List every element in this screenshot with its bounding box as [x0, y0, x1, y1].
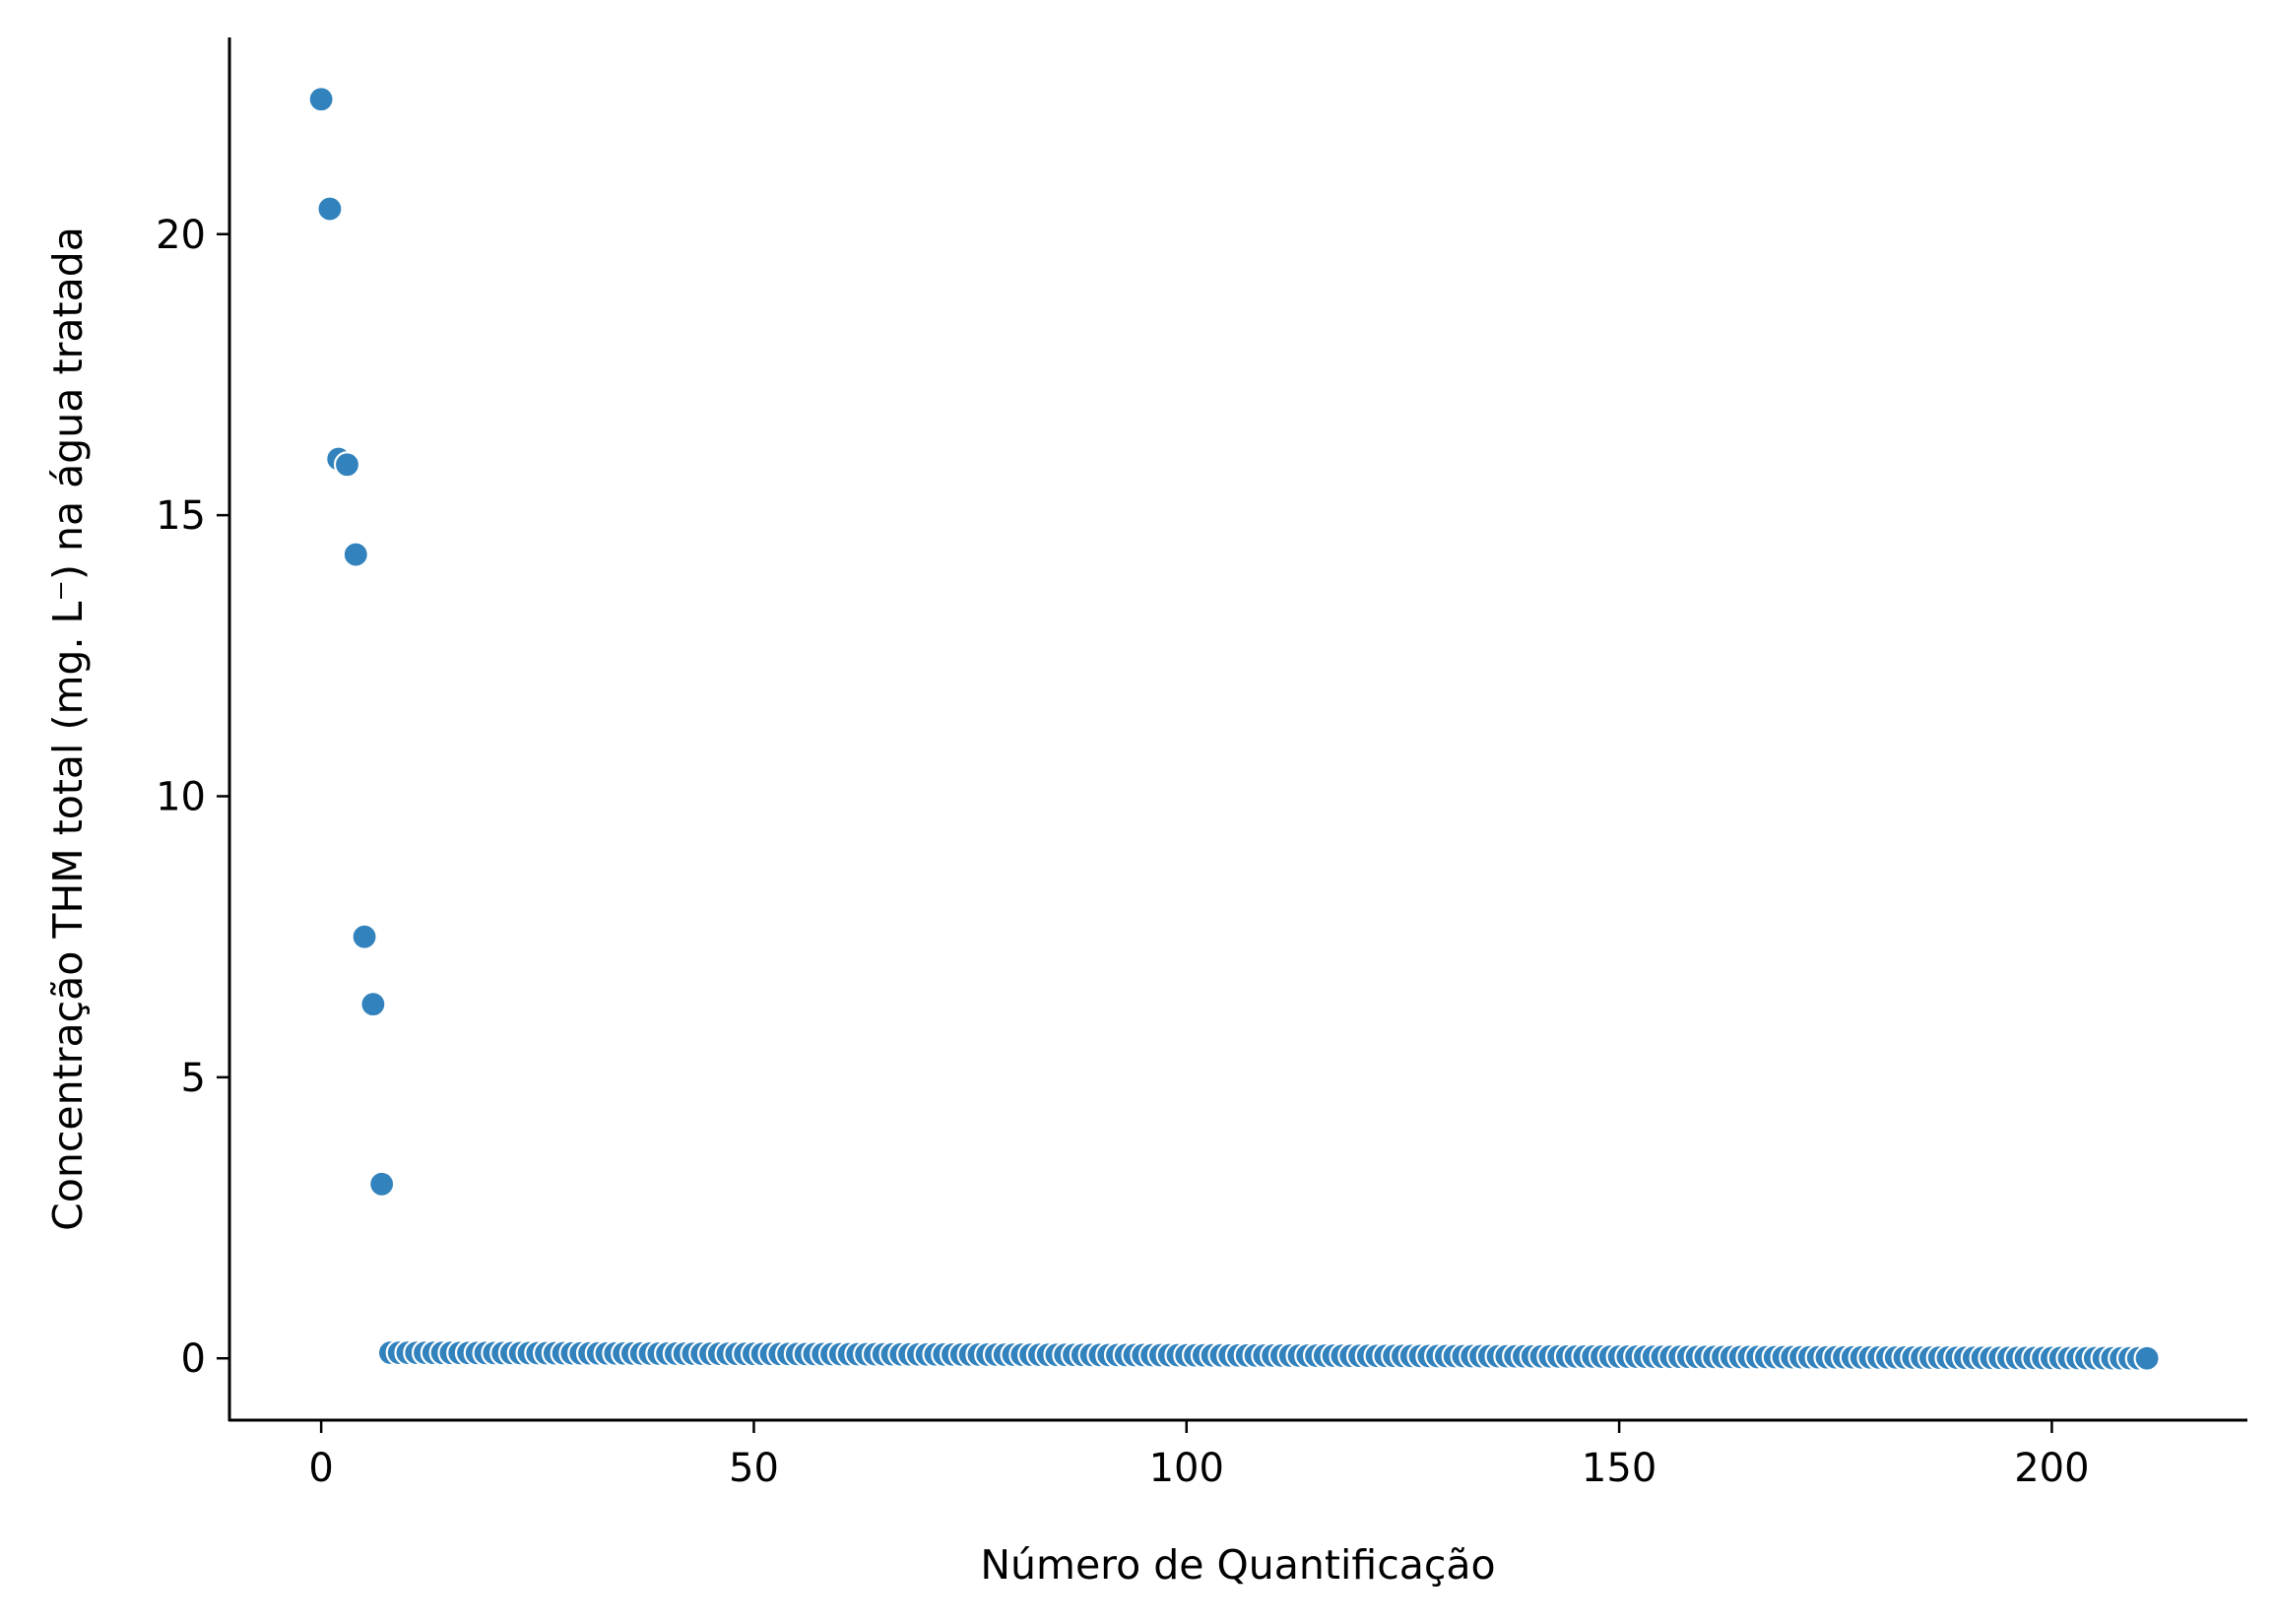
- data-point: [333, 451, 361, 479]
- x-tick-label: 200: [2014, 1446, 2089, 1491]
- y-axis-label: Concentração THM total (mg. L⁻) na água …: [44, 227, 92, 1231]
- data-point: [2133, 1344, 2161, 1372]
- x-axis-ticks: 0 50 100 150 200: [308, 1420, 2090, 1491]
- x-tick-label: 150: [1582, 1446, 1656, 1491]
- x-axis-label: Número de Quantificação: [980, 1541, 1495, 1589]
- y-tick-label: 20: [156, 213, 206, 258]
- data-point: [307, 86, 335, 113]
- x-tick-label: 100: [1149, 1446, 1224, 1491]
- y-tick-label: 5: [181, 1056, 206, 1101]
- y-tick-label: 10: [156, 774, 206, 819]
- y-axis-ticks: 0 5 10 15 20: [156, 213, 229, 1382]
- data-point: [359, 991, 387, 1018]
- data-point: [368, 1170, 396, 1198]
- y-tick-label: 15: [156, 493, 206, 539]
- x-tick-label: 0: [308, 1446, 333, 1491]
- y-tick-label: 0: [181, 1336, 206, 1382]
- x-tick-label: 50: [729, 1446, 779, 1491]
- data-point: [342, 541, 369, 568]
- data-point: [351, 923, 378, 950]
- data-points: [307, 86, 2161, 1372]
- data-point: [316, 195, 344, 223]
